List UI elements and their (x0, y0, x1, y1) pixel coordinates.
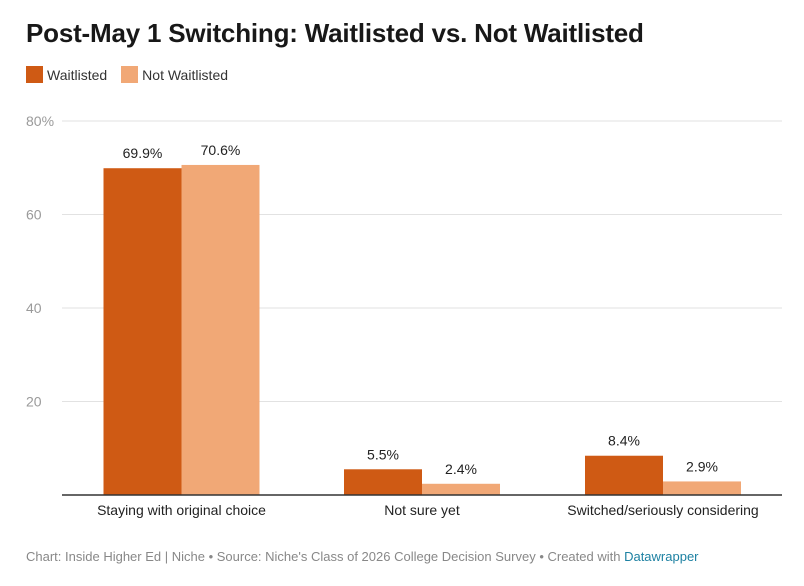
y-tick-label: 80% (26, 113, 54, 129)
legend-item-waitlisted: Waitlisted (26, 66, 107, 83)
legend-swatch-waitlisted (26, 66, 43, 83)
data-label: 69.9% (123, 145, 163, 161)
bar (344, 469, 422, 495)
y-tick-label: 20 (26, 394, 42, 410)
data-label: 70.6% (201, 142, 241, 158)
bar (663, 481, 741, 495)
x-category-label: Switched/seriously considering (567, 502, 758, 518)
bar (103, 168, 182, 495)
bar (585, 455, 663, 495)
legend-label-not-waitlisted: Not Waitlisted (142, 66, 229, 83)
x-category-label: Staying with original choice (97, 502, 266, 518)
legend-swatch-not-waitlisted (121, 66, 139, 83)
chart-footer: Chart: Inside Higher Ed | Niche • Source… (26, 549, 699, 564)
datawrapper-link[interactable]: Datawrapper (624, 549, 699, 564)
data-label: 2.9% (686, 458, 718, 474)
footer-text: Chart: Inside Higher Ed | Niche • Source… (26, 549, 625, 564)
chart-title: Post-May 1 Switching: Waitlisted vs. Not… (26, 18, 644, 48)
bar (422, 483, 500, 495)
bar (181, 164, 260, 495)
data-label: 5.5% (367, 446, 399, 462)
legend-label-waitlisted: Waitlisted (47, 66, 108, 83)
x-category-label: Not sure yet (384, 502, 460, 518)
data-label: 8.4% (608, 433, 640, 449)
bar-chart: 20 40 60 80% 69.9% 70.6% Staying with original… (26, 113, 782, 518)
y-tick-label: 60 (26, 207, 42, 223)
legend: Waitlisted Not Waitlisted (26, 66, 228, 83)
legend-item-not-waitlisted: Not Waitlisted (121, 66, 228, 83)
y-tick-label: 40 (26, 300, 42, 316)
data-label: 2.4% (445, 461, 477, 477)
